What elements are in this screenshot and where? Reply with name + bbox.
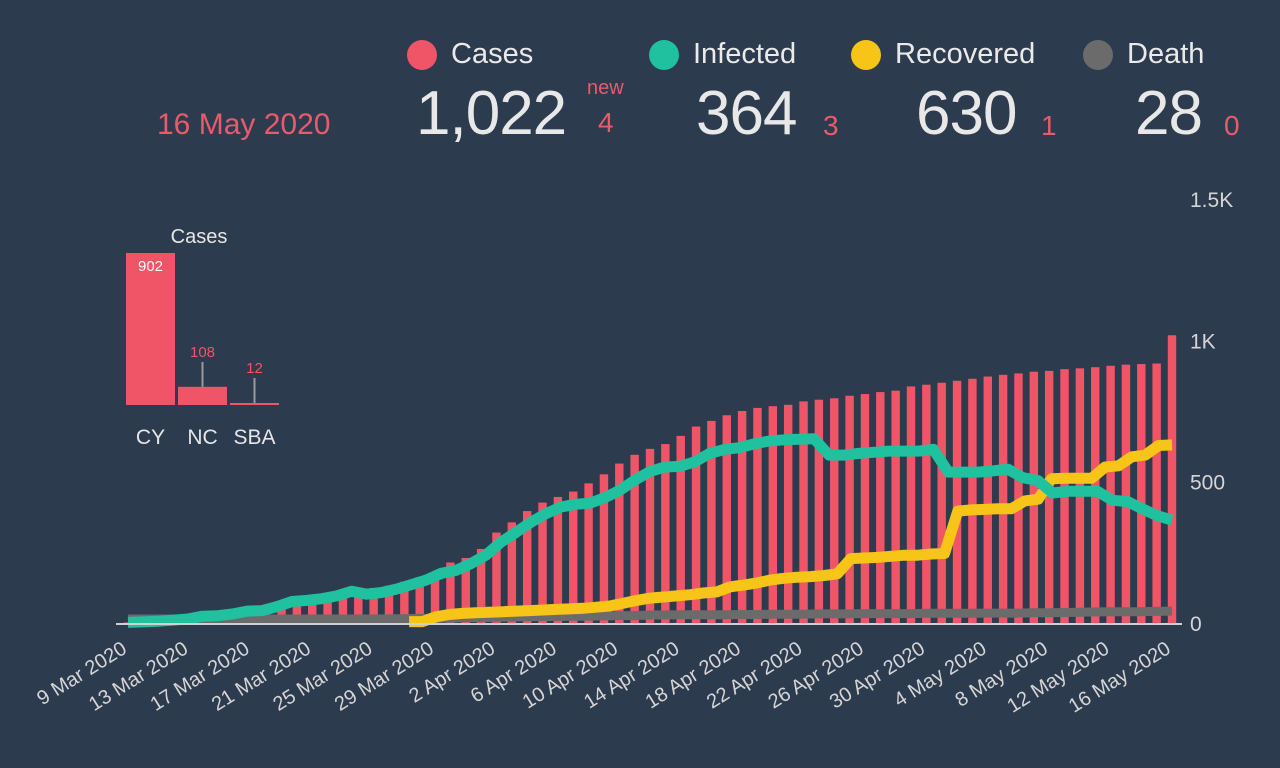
line-death	[128, 606, 1173, 624]
cases-bar	[492, 532, 501, 623]
cases-bar	[569, 491, 578, 623]
inset-category-label: CY	[136, 426, 165, 449]
cases-bar	[968, 378, 977, 623]
cases-bar	[983, 376, 992, 623]
cases-bar	[707, 420, 716, 623]
legend-cases-label: Cases	[451, 38, 534, 70]
death-dot-icon	[1083, 39, 1113, 70]
inset-bar-cy	[126, 253, 175, 405]
cases-bar	[768, 406, 778, 623]
cases-bar	[430, 572, 440, 623]
new-label: new	[587, 77, 624, 99]
cases-bar	[1121, 364, 1131, 623]
cases-bar	[661, 444, 670, 623]
death-new: 0	[1224, 110, 1240, 141]
recovered-dot-icon	[851, 39, 881, 70]
cases-bar	[860, 394, 870, 623]
inset-value-label: 902	[138, 258, 163, 275]
cases-bar	[461, 557, 470, 623]
cases-bar	[507, 522, 517, 623]
cases-bar	[584, 483, 593, 623]
cases-bar	[753, 407, 762, 623]
cases-bar	[323, 599, 332, 623]
cases-bar	[415, 577, 424, 623]
y-tick-label: 500	[1190, 472, 1225, 495]
legend-infected[interactable]: Infected	[649, 38, 796, 71]
inset-bar-nc	[178, 386, 227, 405]
inset-category-label: NC	[187, 426, 217, 449]
cases-bar	[830, 398, 839, 623]
y-tick-label: 1K	[1190, 330, 1216, 353]
cases-bar	[522, 511, 532, 623]
legend-death[interactable]: Death	[1083, 38, 1204, 71]
inset-title: Cases	[171, 226, 228, 248]
cases-bar	[400, 581, 409, 623]
infected-total: 364	[696, 79, 797, 148]
cases-bar	[922, 384, 931, 623]
infected-dot-icon	[649, 39, 679, 70]
legend-recovered[interactable]: Recovered	[851, 38, 1035, 71]
line-infected	[127, 433, 1174, 628]
regional-cases-chart: Cases 902 CY 108 NC 12 SBA	[126, 226, 279, 449]
cases-bar	[645, 448, 655, 623]
cases-bar	[952, 380, 962, 623]
cases-bar	[476, 548, 486, 623]
legend-cases[interactable]: Cases	[407, 38, 533, 71]
cases-new: 4	[598, 107, 614, 138]
legend-recovered-label: Recovered	[895, 38, 1036, 70]
cases-bar	[722, 415, 731, 623]
y-tick-label: 0	[1190, 613, 1202, 636]
cases-bar	[937, 382, 946, 623]
inset-value-label: 108	[190, 344, 215, 361]
cases-bar	[799, 401, 808, 623]
cases-bar	[737, 411, 747, 623]
cases-bar	[615, 463, 624, 623]
recovered-new: 1	[1041, 110, 1057, 141]
series-lines	[127, 433, 1174, 628]
cases-bar	[354, 590, 363, 623]
cases-bar	[783, 404, 793, 623]
cases-bar	[599, 474, 609, 623]
cases-bar	[1167, 335, 1177, 623]
legend-death-label: Death	[1127, 38, 1205, 70]
cases-bar	[338, 596, 348, 623]
cases-bar	[676, 435, 685, 623]
cases-bar	[384, 585, 394, 623]
cases-total: 1,022	[416, 79, 567, 148]
cases-bar	[906, 386, 916, 623]
cases-bar	[369, 587, 378, 623]
cases-dot-icon	[407, 39, 437, 70]
cases-bar	[814, 399, 824, 623]
cases-bar	[1014, 373, 1023, 623]
cases-bar	[876, 392, 885, 623]
inset-value-label: 12	[246, 360, 263, 377]
cases-bar	[845, 395, 854, 623]
cases-bar	[292, 604, 302, 623]
inset-category-label: SBA	[233, 426, 275, 449]
cases-bar	[538, 502, 547, 623]
cases-bar	[630, 454, 639, 623]
y-tick-label: 1.5K	[1190, 189, 1233, 212]
cases-bar	[998, 374, 1008, 623]
death-total: 28	[1135, 79, 1203, 148]
recovered-total: 630	[916, 79, 1017, 148]
cases-bar	[553, 496, 563, 623]
cases-bar	[446, 562, 455, 623]
cases-bar	[691, 426, 701, 623]
cases-bar	[308, 601, 317, 623]
inset-bar-sba	[230, 402, 279, 405]
current-date: 16 May 2020	[157, 108, 331, 141]
legend-infected-label: Infected	[693, 38, 797, 70]
cases-bar	[1152, 363, 1161, 623]
cases-bar	[891, 390, 900, 623]
infected-new: 3	[823, 110, 839, 141]
cases-bar	[1137, 364, 1146, 623]
